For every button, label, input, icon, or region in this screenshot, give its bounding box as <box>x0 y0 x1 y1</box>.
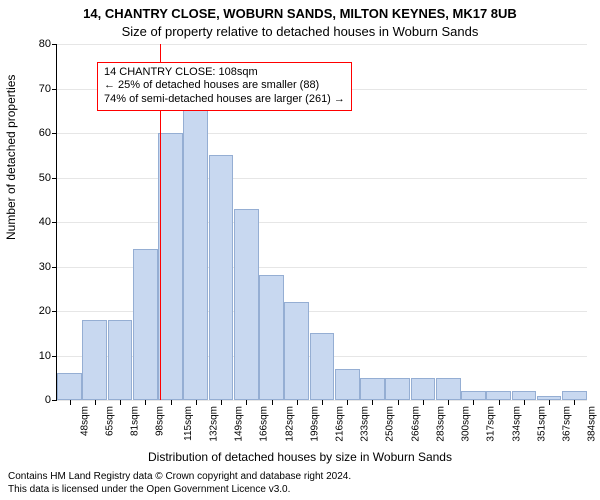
histogram-bar <box>234 209 259 400</box>
ytick-label: 20 <box>39 305 51 317</box>
ytick-mark <box>52 178 57 179</box>
histogram-bar <box>411 378 436 400</box>
ytick-label: 50 <box>39 172 51 184</box>
xtick-mark <box>272 400 273 405</box>
xtick-mark <box>120 400 121 405</box>
xtick-mark <box>499 400 500 405</box>
xtick-mark <box>524 400 525 405</box>
xtick-label: 283sqm <box>435 406 446 442</box>
ytick-mark <box>52 311 57 312</box>
histogram-plot: 0102030405060708048sqm65sqm81sqm98sqm115… <box>56 44 587 401</box>
title-subtitle: Size of property relative to detached ho… <box>0 24 600 39</box>
xtick-mark <box>473 400 474 405</box>
xtick-label: 115sqm <box>182 406 193 441</box>
xtick-mark <box>246 400 247 405</box>
credits: Contains HM Land Registry data © Crown c… <box>8 471 592 496</box>
ytick-mark <box>52 400 57 401</box>
gridline <box>57 222 587 223</box>
xtick-label: 98sqm <box>155 406 166 436</box>
xtick-label: 216sqm <box>334 406 345 442</box>
xtick-mark <box>297 400 298 405</box>
ytick-label: 30 <box>39 261 51 273</box>
annotation-box: 14 CHANTRY CLOSE: 108sqm← 25% of detache… <box>97 62 352 111</box>
annotation-line: 74% of semi-detached houses are larger (… <box>104 93 345 107</box>
xtick-label: 81sqm <box>130 406 141 436</box>
ytick-label: 60 <box>39 127 51 139</box>
histogram-bar <box>486 391 511 400</box>
histogram-bar <box>82 320 107 400</box>
xtick-mark <box>347 400 348 405</box>
xtick-label: 65sqm <box>104 406 115 436</box>
ytick-label: 0 <box>45 394 51 406</box>
histogram-bar <box>385 378 410 400</box>
gridline <box>57 44 587 45</box>
histogram-bar <box>209 155 234 400</box>
gridline <box>57 133 587 134</box>
histogram-bar <box>158 133 183 400</box>
histogram-bar <box>562 391 587 400</box>
ytick-label: 40 <box>39 216 51 228</box>
xtick-label: 48sqm <box>79 406 90 436</box>
ytick-mark <box>52 267 57 268</box>
xtick-mark <box>398 400 399 405</box>
xtick-label: 182sqm <box>284 406 295 442</box>
credits-line-2: This data is licensed under the Open Gov… <box>8 484 592 497</box>
ytick-mark <box>52 44 57 45</box>
xtick-label: 351sqm <box>536 406 547 442</box>
xtick-label: 166sqm <box>259 406 270 442</box>
xtick-label: 250sqm <box>385 406 396 442</box>
xtick-mark <box>574 400 575 405</box>
histogram-bar <box>133 249 158 400</box>
histogram-bar <box>512 391 537 400</box>
xtick-label: 334sqm <box>511 406 522 442</box>
histogram-bar <box>57 373 82 400</box>
xtick-mark <box>221 400 222 405</box>
annotation-line: 14 CHANTRY CLOSE: 108sqm <box>104 66 345 80</box>
ytick-label: 80 <box>39 38 51 50</box>
ytick-mark <box>52 133 57 134</box>
ytick-mark <box>52 356 57 357</box>
xtick-mark <box>171 400 172 405</box>
histogram-bar <box>108 320 133 400</box>
ytick-label: 10 <box>39 350 51 362</box>
xtick-mark <box>95 400 96 405</box>
xtick-label: 317sqm <box>486 406 497 442</box>
xtick-mark <box>423 400 424 405</box>
histogram-bar <box>461 391 486 400</box>
ytick-mark <box>52 222 57 223</box>
xtick-mark <box>322 400 323 405</box>
xtick-label: 233sqm <box>360 406 371 442</box>
xtick-label: 266sqm <box>410 406 421 442</box>
xtick-label: 384sqm <box>587 406 598 442</box>
title-address: 14, CHANTRY CLOSE, WOBURN SANDS, MILTON … <box>0 6 600 21</box>
xtick-label: 367sqm <box>561 406 572 442</box>
gridline <box>57 178 587 179</box>
ytick-mark <box>52 89 57 90</box>
xtick-mark <box>549 400 550 405</box>
xtick-label: 300sqm <box>460 406 471 442</box>
histogram-bar <box>436 378 461 400</box>
histogram-bar <box>360 378 385 400</box>
xtick-mark <box>372 400 373 405</box>
histogram-bar <box>284 302 309 400</box>
xtick-label: 199sqm <box>309 406 320 442</box>
xtick-mark <box>70 400 71 405</box>
histogram-bar <box>335 369 360 400</box>
xtick-mark <box>145 400 146 405</box>
credits-line-1: Contains HM Land Registry data © Crown c… <box>8 471 592 484</box>
xtick-label: 149sqm <box>233 406 244 442</box>
histogram-bar <box>310 333 335 400</box>
histogram-bar <box>259 275 284 400</box>
ytick-label: 70 <box>39 83 51 95</box>
x-axis-label: Distribution of detached houses by size … <box>0 450 600 464</box>
xtick-label: 132sqm <box>208 406 219 442</box>
xtick-mark <box>448 400 449 405</box>
xtick-mark <box>196 400 197 405</box>
annotation-line: ← 25% of detached houses are smaller (88… <box>104 79 345 93</box>
y-axis-label: Number of detached properties <box>4 75 18 240</box>
histogram-bar <box>183 102 208 400</box>
